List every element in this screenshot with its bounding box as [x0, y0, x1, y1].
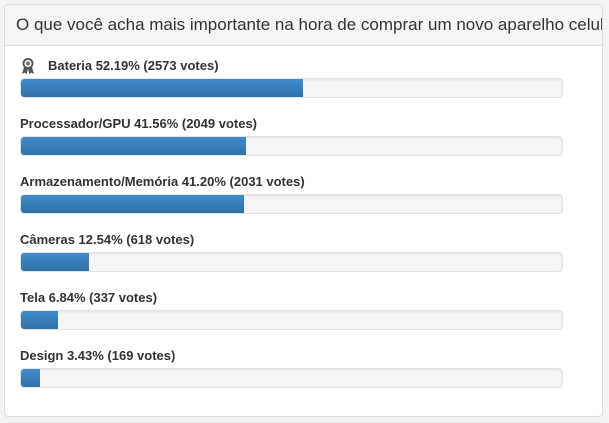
poll-progress-track	[20, 310, 563, 330]
poll-option-label-row: Processador/GPU 41.56% (2049 votes)	[20, 116, 565, 132]
poll-option-label: Bateria 52.19% (2573 votes)	[48, 58, 219, 73]
award-ribbon-icon	[20, 57, 36, 75]
poll-option: Tela 6.84% (337 votes)	[20, 290, 565, 330]
poll-option-label: Processador/GPU 41.56% (2049 votes)	[20, 116, 258, 131]
poll-option: Bateria 52.19% (2573 votes)	[20, 58, 565, 98]
poll-option: Armazenamento/Memória 41.20% (2031 votes…	[20, 174, 565, 214]
poll-progress-bar	[21, 137, 246, 155]
poll-card: O que você acha mais importante na hora …	[4, 4, 603, 417]
poll-progress-track	[20, 136, 563, 156]
poll-option-label-row: Câmeras 12.54% (618 votes)	[20, 232, 565, 248]
poll-progress-bar	[21, 253, 89, 271]
poll-option: Câmeras 12.54% (618 votes)	[20, 232, 565, 272]
poll-option-label-row: Design 3.43% (169 votes)	[20, 348, 565, 364]
poll-progress-track	[20, 252, 563, 272]
poll-option-label: Câmeras 12.54% (618 votes)	[20, 232, 195, 247]
poll-option-label-row: Tela 6.84% (337 votes)	[20, 290, 565, 306]
poll-question: O que você acha mais importante na hora …	[5, 5, 602, 46]
poll-progress-bar	[21, 79, 304, 97]
poll-progress-track	[20, 194, 563, 214]
poll-option-label: Design 3.43% (169 votes)	[20, 348, 176, 363]
poll-progress-track	[20, 368, 563, 388]
poll-progress-bar	[21, 195, 244, 213]
poll-option-label: Armazenamento/Memória 41.20% (2031 votes…	[20, 174, 305, 189]
poll-progress-track	[20, 78, 563, 98]
poll-option: Design 3.43% (169 votes)	[20, 348, 565, 388]
poll-option-label: Tela 6.84% (337 votes)	[20, 290, 158, 305]
poll-option: Processador/GPU 41.56% (2049 votes)	[20, 116, 565, 156]
poll-option-label-row: Bateria 52.19% (2573 votes)	[20, 57, 565, 75]
poll-progress-bar	[21, 311, 58, 329]
poll-progress-bar	[21, 369, 40, 387]
poll-option-label-row: Armazenamento/Memória 41.20% (2031 votes…	[20, 174, 565, 190]
